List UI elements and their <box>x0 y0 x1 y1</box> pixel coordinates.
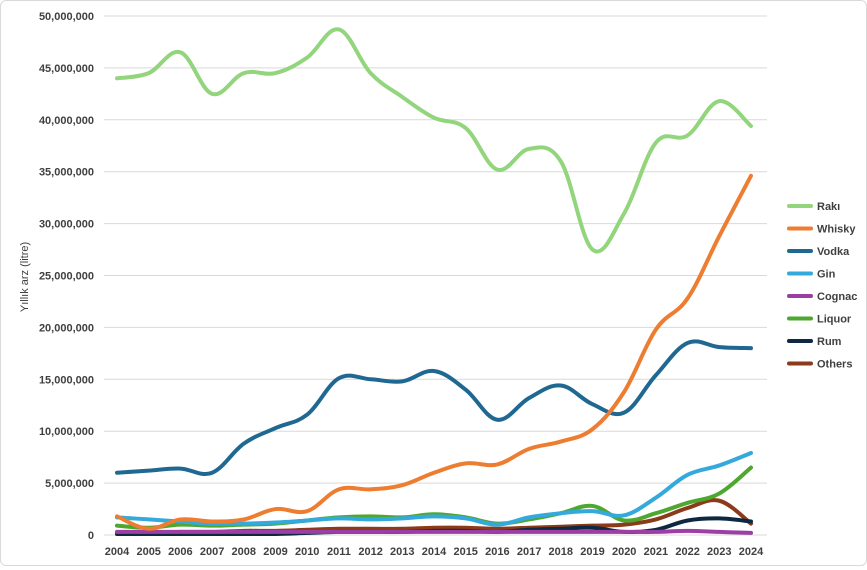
x-tick-label: 2008 <box>232 546 256 558</box>
x-tick-label: 2007 <box>200 546 224 558</box>
series-line-vodka <box>115 339 753 477</box>
x-tick-label: 2020 <box>612 546 636 558</box>
y-tick-label: 0 <box>88 530 94 542</box>
x-tick-label: 2005 <box>136 546 160 558</box>
y-tick-label: 5,000,000 <box>45 478 94 490</box>
legend-label-gin: Gin <box>817 269 836 281</box>
series-line-gin <box>115 451 753 527</box>
x-tick-label: 2017 <box>517 546 541 558</box>
legend: Rakı Whisky Vodka Gin Cognac Liquor Rum Others <box>787 201 857 371</box>
x-tick-label: 2004 <box>105 546 130 558</box>
legend-label-cognac: Cognac <box>817 291 857 303</box>
legend-label-others: Others <box>817 359 852 371</box>
x-tick-label: 2019 <box>580 546 604 558</box>
y-tick-label: 20,000,000 <box>39 322 94 334</box>
x-tick-label: 2014 <box>422 546 447 558</box>
legend-label-whisky: Whisky <box>817 224 856 236</box>
y-tick-label: 15,000,000 <box>39 374 94 386</box>
legend-label-rum: Rum <box>817 336 842 348</box>
y-tick-label: 40,000,000 <box>39 115 94 127</box>
x-tick-label: 2015 <box>453 546 477 558</box>
y-tick-label: 45,000,000 <box>39 63 94 75</box>
x-tick-label: 2006 <box>168 546 192 558</box>
series-line-rak- <box>115 27 753 254</box>
x-tick-label: 2011 <box>327 546 351 558</box>
x-tick-label: 2016 <box>485 546 509 558</box>
x-tick-label: 2009 <box>263 546 287 558</box>
y-tick-label: 50,000,000 <box>39 11 94 23</box>
x-tick-label: 2022 <box>675 546 699 558</box>
series-lines <box>115 27 753 537</box>
y-tick-label: 30,000,000 <box>39 219 94 231</box>
y-tick-label: 25,000,000 <box>39 271 94 283</box>
legend-label-liquor: Liquor <box>817 314 852 326</box>
y-axis-label: Yıllık arz (litre) <box>19 242 31 312</box>
x-tick-label: 2012 <box>358 546 382 558</box>
series-line-whisky <box>115 173 753 531</box>
x-axis-ticks: 2004 2005 2006 2007 2008 2009 2010 2011 2012 2013… <box>105 546 764 558</box>
grid-lines <box>104 15 767 536</box>
y-axis-ticks: 0 5,000,000 10,000,000 15,000,000 20,000,000… <box>39 11 94 542</box>
x-tick-label: 2021 <box>644 546 668 558</box>
x-tick-label: 2024 <box>739 546 764 558</box>
x-tick-label: 2018 <box>549 546 573 558</box>
legend-label-vodka: Vodka <box>817 246 850 258</box>
x-tick-label: 2010 <box>295 546 319 558</box>
y-tick-label: 35,000,000 <box>39 167 94 179</box>
series-line-cognac <box>115 528 753 535</box>
y-tick-label: 10,000,000 <box>39 426 94 438</box>
legend-label-rak-: Rakı <box>817 201 840 213</box>
x-tick-label: 2023 <box>707 546 731 558</box>
x-tick-label: 2013 <box>390 546 414 558</box>
